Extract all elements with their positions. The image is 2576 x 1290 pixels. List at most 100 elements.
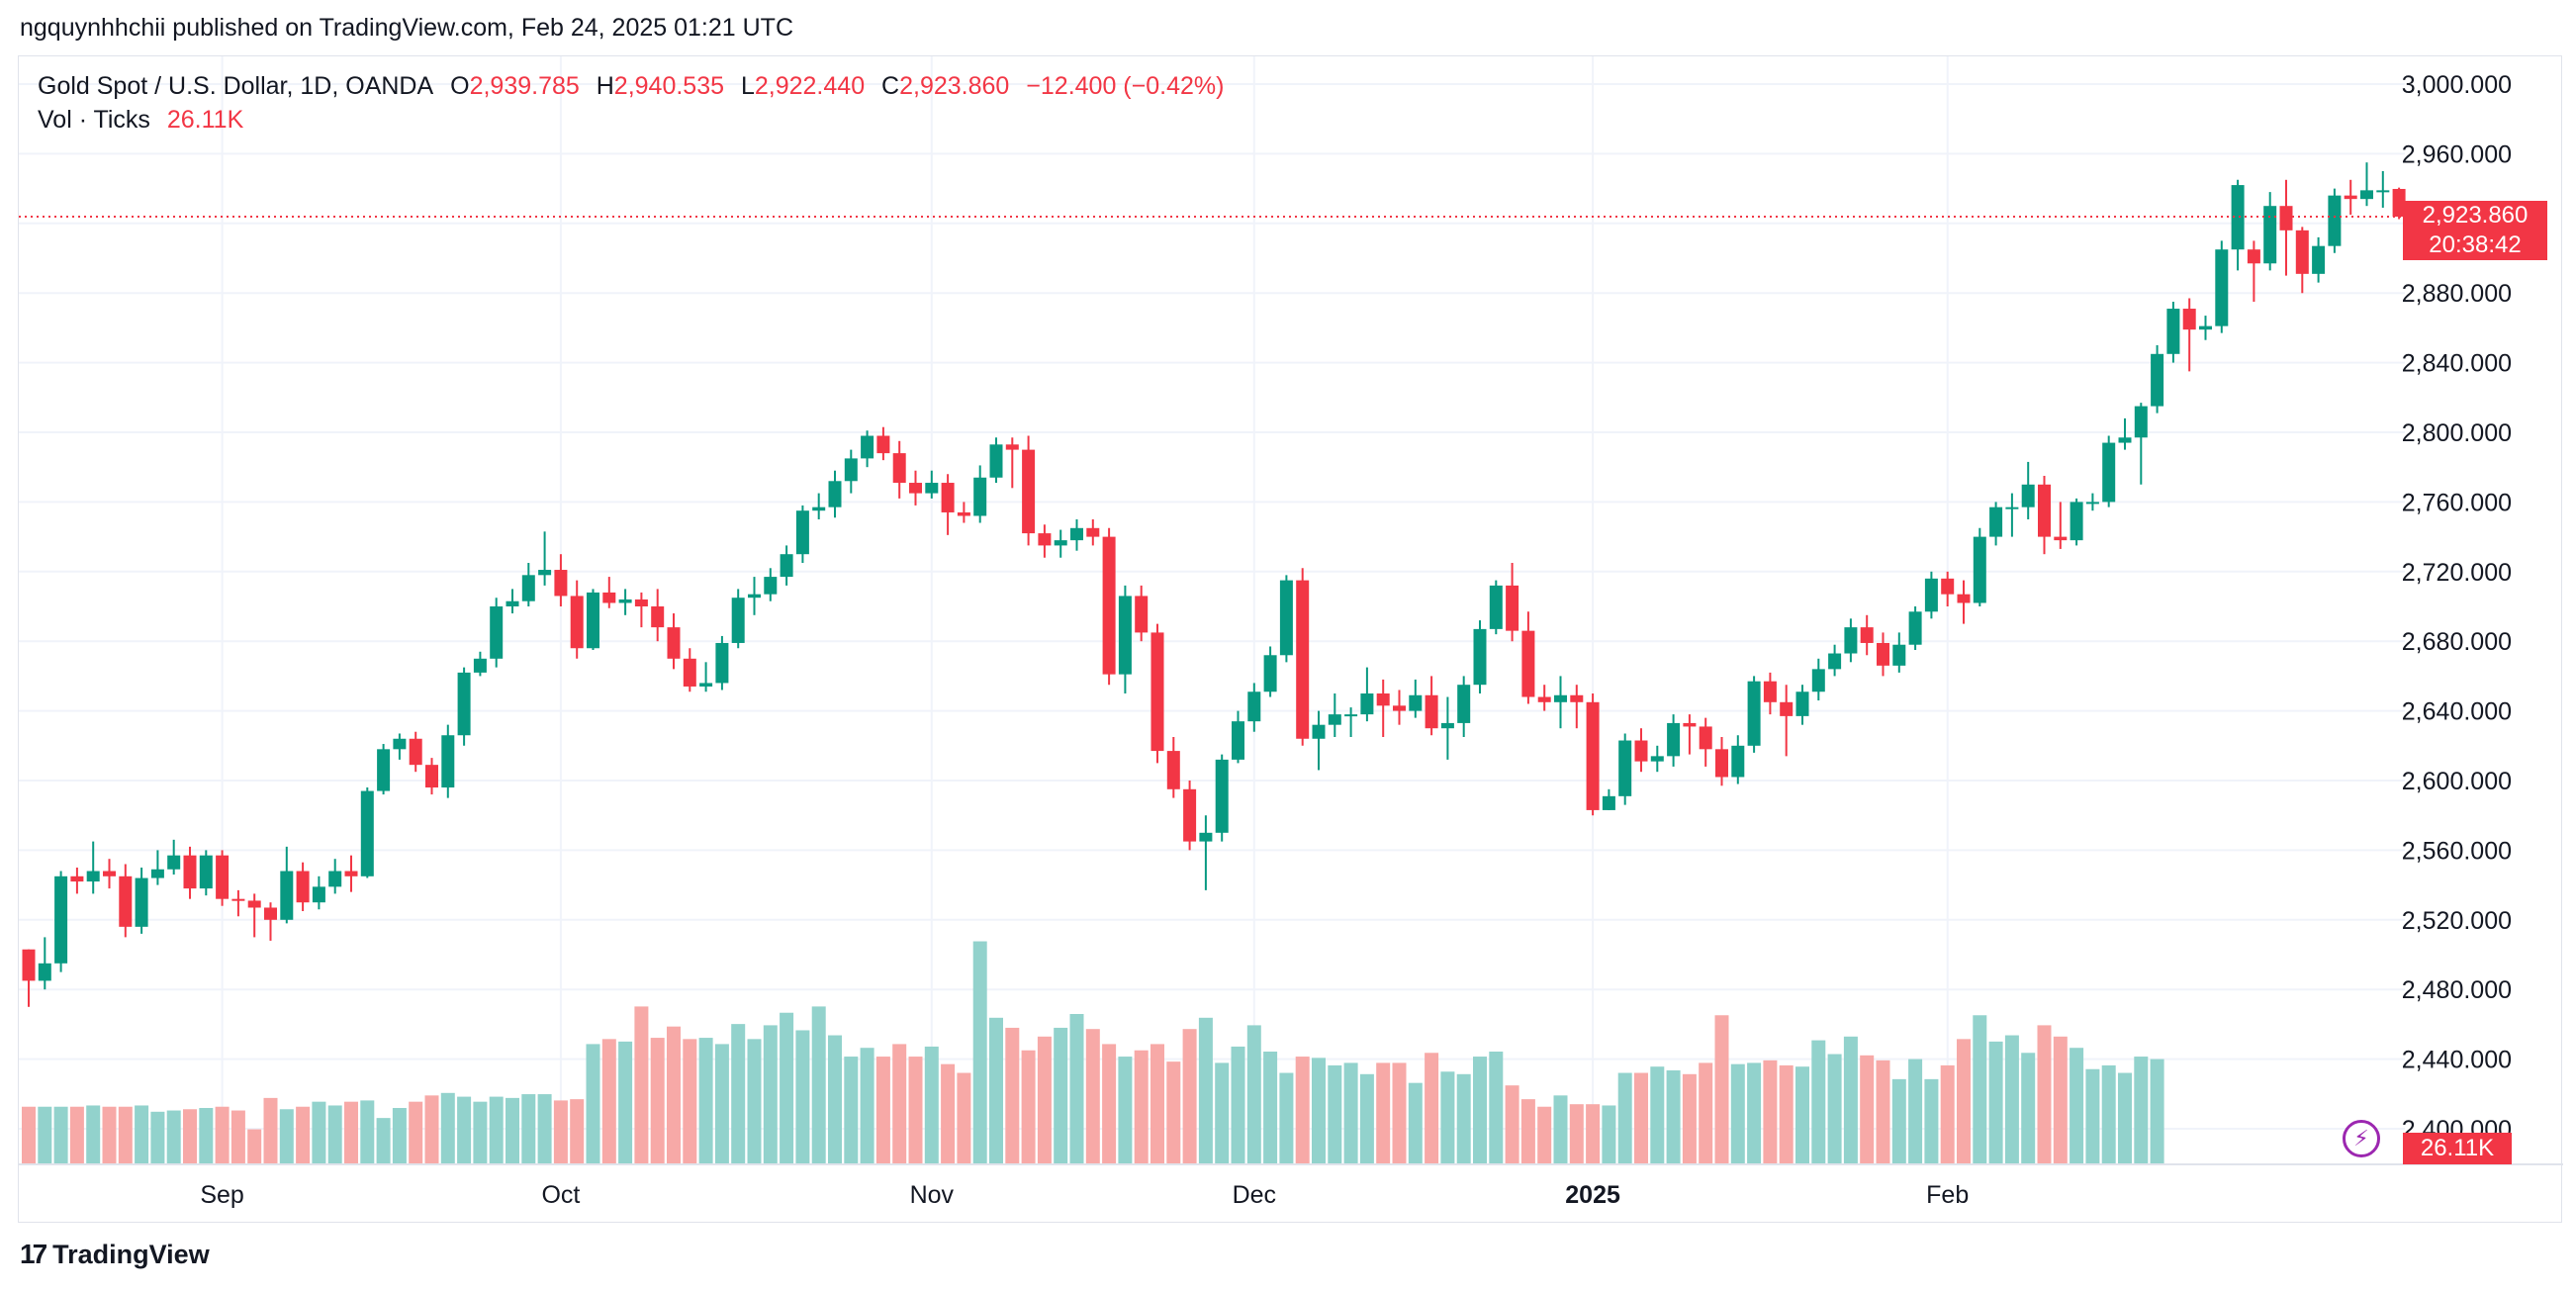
volume-bar: [747, 1039, 762, 1164]
candle-body: [989, 444, 1003, 478]
chart-frame[interactable]: 3,000.0002,960.0002,920.0002,880.0002,84…: [18, 55, 2563, 1224]
price-tick-label: 2,600.000: [2402, 768, 2512, 795]
volume-bar: [601, 1039, 616, 1164]
volume-bar: [1973, 1015, 1987, 1164]
volume-bar: [1682, 1073, 1697, 1164]
volume-bar: [150, 1111, 165, 1164]
volume-bar: [1021, 1050, 1036, 1164]
publisher-user[interactable]: ngquynhhchii: [20, 14, 166, 42]
volume-bar: [506, 1097, 519, 1164]
time-tick-label: Sep: [200, 1181, 243, 1209]
legend-ohlc-row: Gold Spot / U.S. Dollar, 1D, OANDA O2,93…: [38, 69, 1224, 103]
legend-volume-label[interactable]: Vol · Ticks: [38, 106, 150, 134]
volume-bar: [1957, 1039, 1971, 1164]
candle-body: [2021, 484, 2035, 507]
last-price-tag: 2,923.860 20:38:42: [2403, 201, 2547, 260]
candle-body: [1344, 714, 1358, 717]
volume-bar: [875, 1057, 890, 1164]
legend-symbol[interactable]: Gold Spot / U.S. Dollar, 1D, OANDA: [38, 72, 434, 100]
volume-bar: [795, 1030, 810, 1164]
candle-body: [312, 886, 325, 903]
candle-body: [2005, 507, 2019, 509]
lightning-icon[interactable]: ⚡︎: [2343, 1120, 2380, 1157]
volume-bar: [570, 1099, 585, 1164]
volume-bar: [1408, 1082, 1423, 1164]
volume-bar: [424, 1095, 439, 1164]
candle-body: [1215, 759, 1229, 833]
candle-body: [1166, 751, 1180, 789]
candle-body: [1715, 749, 1728, 778]
candle-body: [2054, 536, 2068, 541]
candle-body: [119, 875, 133, 927]
volume-bar: [1392, 1062, 1407, 1164]
price-tick-label: 2,640.000: [2402, 698, 2512, 726]
volume-bar: [553, 1100, 568, 1164]
volume-bar: [731, 1024, 746, 1164]
volume-bar: [924, 1046, 939, 1164]
candle-body: [1828, 653, 1842, 670]
volume-tag: 26.11K: [2403, 1133, 2512, 1164]
time-tick-label: Dec: [1233, 1181, 1276, 1209]
price-tick-label: 2,880.000: [2402, 280, 2512, 308]
volume-bar: [618, 1041, 633, 1164]
legend-low-value: 2,922.440: [754, 72, 866, 100]
legend-volume-value: 26.11K: [166, 106, 244, 134]
volume-bar: [1279, 1072, 1294, 1164]
volume-bar: [586, 1044, 600, 1164]
price-tick-label: 2,680.000: [2402, 628, 2512, 656]
grid-lines: [19, 56, 2405, 1164]
time-axis[interactable]: Sep Oct Nov Dec 2025 Feb: [19, 1163, 2563, 1209]
legend: Gold Spot / U.S. Dollar, 1D, OANDA O2,93…: [38, 69, 1224, 137]
volume-bar: [199, 1108, 214, 1164]
volume-bar: [409, 1101, 423, 1164]
candle-body: [2392, 188, 2406, 218]
price-tick-label: 2,520.000: [2402, 907, 2512, 935]
volume-bar: [102, 1106, 117, 1164]
candle-body: [764, 577, 778, 595]
volume-bar: [376, 1118, 391, 1164]
candle-body: [377, 749, 391, 791]
volume-bar: [1231, 1046, 1245, 1164]
candle-body: [538, 570, 552, 576]
candlestick-chart[interactable]: 3,000.0002,960.0002,920.0002,880.0002,84…: [19, 56, 2563, 1224]
volume-bar: [1924, 1078, 1939, 1164]
footer-brand[interactable]: 17 TradingView: [20, 1239, 210, 1270]
volume-bar: [521, 1094, 536, 1164]
candle-body: [506, 600, 519, 606]
candle-body: [441, 735, 455, 788]
volume-bar: [69, 1106, 84, 1164]
legend-close-label: C: [881, 72, 900, 100]
volume-bar: [683, 1039, 697, 1164]
price-axis[interactable]: 3,000.0002,960.0002,920.0002,880.0002,84…: [2402, 71, 2512, 1144]
volume-bar: [1537, 1106, 1552, 1164]
candle-body: [844, 458, 858, 482]
candle-body: [360, 790, 374, 876]
candle-body: [1650, 756, 1664, 762]
candle-body: [103, 871, 116, 876]
candle-body: [2344, 195, 2357, 200]
candle-body: [22, 949, 36, 981]
volume-bar: [1763, 1060, 1778, 1164]
volume-bar: [1295, 1057, 1310, 1164]
candle-body: [2328, 195, 2342, 246]
candle-body: [861, 435, 874, 459]
volume-bar: [440, 1092, 455, 1164]
candle-body: [296, 871, 310, 903]
volume-bar: [1908, 1059, 1923, 1164]
volume-bar: [1343, 1062, 1358, 1164]
volume-bar: [860, 1048, 874, 1164]
candle-body: [1393, 705, 1406, 711]
volume-bar: [892, 1044, 907, 1164]
candle-body: [1102, 536, 1116, 675]
legend-low-label: L: [740, 72, 755, 100]
candle-body: [715, 642, 729, 684]
volume-bar: [1150, 1044, 1164, 1164]
candle-body: [828, 481, 842, 507]
volume-bar: [1085, 1029, 1100, 1164]
volume-bar: [1246, 1025, 1261, 1164]
footer-brand-text: TradingView: [52, 1239, 210, 1269]
volume-bar: [1215, 1062, 1230, 1164]
volume-bar: [1779, 1064, 1794, 1164]
candle-body: [780, 554, 793, 578]
legend-open-value: 2,939.785: [469, 72, 580, 100]
